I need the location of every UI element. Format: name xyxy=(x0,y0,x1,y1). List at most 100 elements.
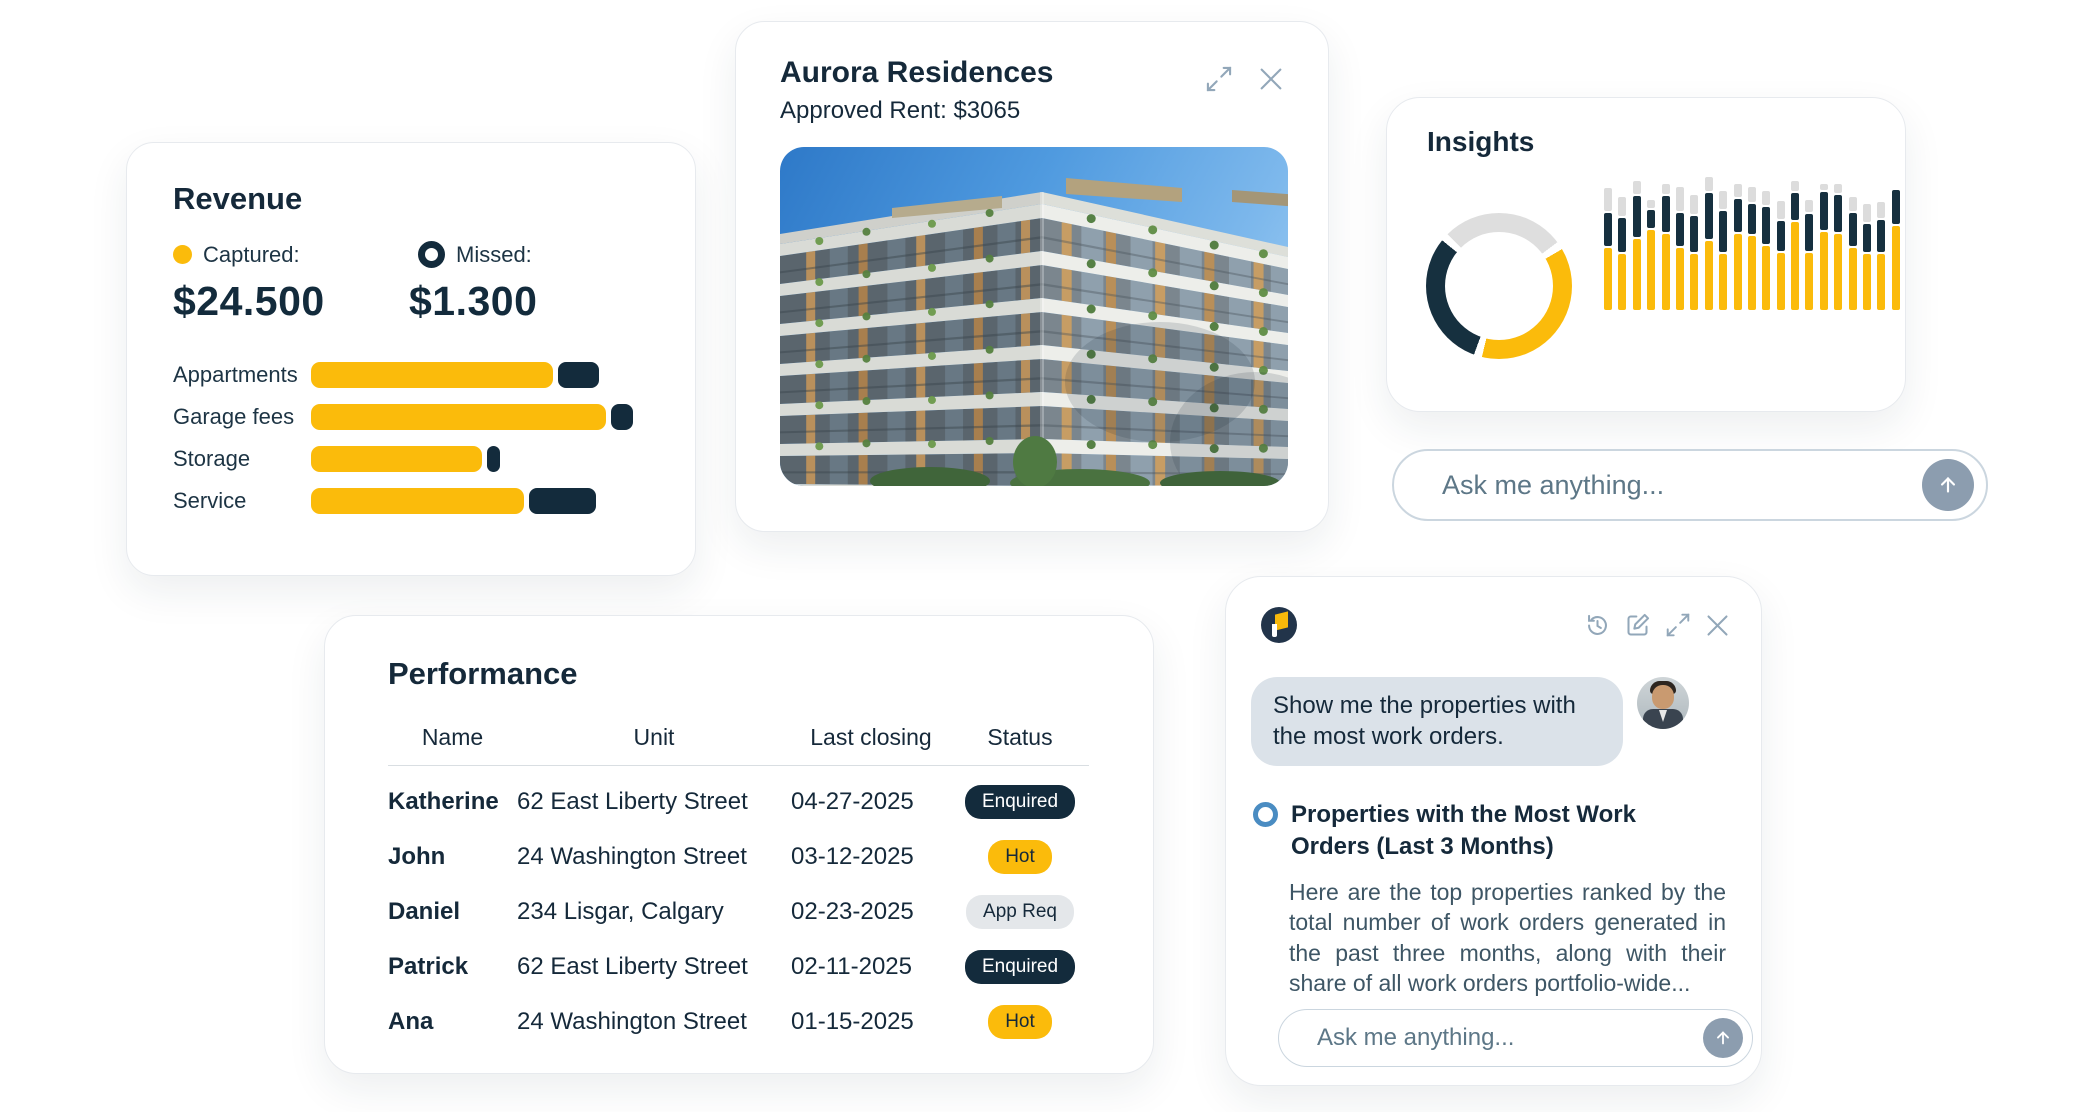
bar-segment-captured xyxy=(1863,254,1872,310)
bar-segment-open xyxy=(1834,194,1843,233)
bar-segment-pending xyxy=(1632,181,1641,195)
assistant-ring-icon xyxy=(1253,802,1278,828)
donut-chart xyxy=(1426,213,1572,359)
up-arrow-icon xyxy=(1940,476,1956,493)
bar-segment-captured xyxy=(1604,248,1612,310)
close-icon[interactable] xyxy=(1704,612,1731,639)
table-row[interactable]: Daniel 234 Lisgar, Calgary 02-23-2025 App R… xyxy=(388,884,1089,939)
cell-unit: 62 East Liberty Street xyxy=(517,952,748,980)
chat-input[interactable] xyxy=(1315,1023,1703,1054)
bar-segment-captured xyxy=(1891,226,1900,310)
bar-segment-pending xyxy=(1747,187,1756,203)
revenue-bar-row: Appartments xyxy=(173,362,655,388)
bar-segment-pending xyxy=(1661,184,1670,195)
bar-segment-pending xyxy=(1618,196,1627,217)
captured-bar-segment xyxy=(311,362,553,388)
expand-icon[interactable] xyxy=(1204,64,1234,94)
stacked-bar xyxy=(1877,202,1886,310)
insights-card: Insights xyxy=(1386,97,1906,412)
revenue-bar-track xyxy=(311,362,633,388)
bar-segment-pending xyxy=(1791,181,1800,192)
user-avatar xyxy=(1637,677,1689,729)
bar-segment-captured xyxy=(1791,221,1800,310)
stacked-bar xyxy=(1604,188,1612,310)
revenue-bar-row: Garage fees xyxy=(173,404,655,430)
bar-segment-captured xyxy=(1704,241,1713,310)
missed-label: Missed: xyxy=(456,241,532,267)
bar-segment-pending xyxy=(1877,202,1886,218)
ai-chat-card: Show me the properties with the most wor… xyxy=(1225,576,1762,1086)
cell-status: Hot xyxy=(951,839,1089,874)
edit-icon[interactable] xyxy=(1624,612,1651,639)
bar-segment-open xyxy=(1719,211,1728,252)
bar-segment-open xyxy=(1661,196,1670,233)
bar-segment-pending xyxy=(1733,184,1742,197)
bar-segment-open xyxy=(1604,212,1612,247)
bar-segment-open xyxy=(1704,193,1713,240)
cell-status: Enquired xyxy=(951,784,1089,819)
stacked-bar xyxy=(1661,184,1670,310)
table-row[interactable]: Katherine 62 East Liberty Street 04-27-202… xyxy=(388,774,1089,829)
property-title: Aurora Residences xyxy=(780,56,1054,89)
missed-value: $1.300 xyxy=(409,278,538,324)
stacked-bar xyxy=(1834,184,1843,310)
stacked-bar xyxy=(1690,195,1699,310)
bar-segment-open xyxy=(1791,193,1800,220)
stacked-bar xyxy=(1762,191,1771,310)
table-row[interactable]: John 24 Washington Street 03-12-2025 Hot xyxy=(388,829,1089,884)
bar-segment-captured xyxy=(1762,245,1771,310)
response-title: Properties with the Most Work Orders (La… xyxy=(1291,801,1636,860)
revenue-bar-label: Appartments xyxy=(173,362,298,387)
revenue-bar-row: Service xyxy=(173,488,655,514)
bar-segment-captured xyxy=(1805,252,1814,310)
stacked-bar xyxy=(1618,196,1627,310)
bar-segment-pending xyxy=(1819,184,1828,190)
bar-segment-captured xyxy=(1632,238,1641,310)
column-header-last-closing: Last closing xyxy=(810,724,932,750)
bar-segment-pending xyxy=(1704,177,1713,192)
send-button[interactable] xyxy=(1922,459,1974,511)
stacked-bar xyxy=(1647,199,1656,310)
stacked-bar xyxy=(1791,181,1800,310)
column-header-unit: Unit xyxy=(633,724,675,750)
history-icon[interactable] xyxy=(1584,612,1611,639)
close-icon[interactable] xyxy=(1256,64,1286,94)
captured-bar-segment xyxy=(311,404,606,430)
revenue-bar-track xyxy=(311,446,633,472)
cell-status: App Req xyxy=(951,894,1089,929)
bar-segment-pending xyxy=(1762,191,1771,206)
logo-pole xyxy=(1272,624,1277,637)
send-button[interactable] xyxy=(1703,1018,1743,1059)
bar-segment-pending xyxy=(1805,199,1814,213)
column-header-status: Status xyxy=(987,724,1053,750)
expand-icon[interactable] xyxy=(1664,612,1691,639)
bar-segment-open xyxy=(1632,196,1641,237)
revenue-bar-chart: Appartments Garage fees Storage Service xyxy=(173,362,655,514)
bar-segment-captured xyxy=(1733,234,1742,310)
cell-unit: 24 Washington Street xyxy=(517,842,747,870)
table-body: Katherine 62 East Liberty Street 04-27-202… xyxy=(388,774,1089,1049)
status-badge: Hot xyxy=(988,839,1052,874)
stacked-bar xyxy=(1719,191,1728,310)
table-row[interactable]: Ana 24 Washington Street 01-15-2025 Hot xyxy=(388,994,1089,1049)
ask-anything-chat xyxy=(1278,1009,1753,1068)
captured-dot-icon xyxy=(173,245,192,264)
captured-label: Captured: xyxy=(203,241,300,267)
bar-segment-captured xyxy=(1834,234,1843,310)
response-body: Here are the top properties ranked by th… xyxy=(1289,878,1726,996)
stacked-bar xyxy=(1704,177,1713,310)
bar-segment-pending xyxy=(1848,196,1857,211)
assistant-logo xyxy=(1261,607,1297,643)
table-divider xyxy=(388,765,1089,766)
bar-segment-pending xyxy=(1863,203,1872,222)
ask-anything-input[interactable] xyxy=(1440,468,1922,502)
stacked-bar xyxy=(1733,184,1742,310)
captured-bar-segment xyxy=(311,446,482,472)
table-row[interactable]: Patrick 62 East Liberty Street 02-11-2025 E… xyxy=(388,939,1089,994)
bar-segment-open xyxy=(1877,219,1886,252)
table-header-row: Name Unit Last closing Status xyxy=(388,724,1089,751)
property-card: Aurora Residences Approved Rent: $3065 xyxy=(735,21,1329,532)
building-illustration xyxy=(780,178,1288,486)
performance-title: Performance xyxy=(388,656,578,691)
